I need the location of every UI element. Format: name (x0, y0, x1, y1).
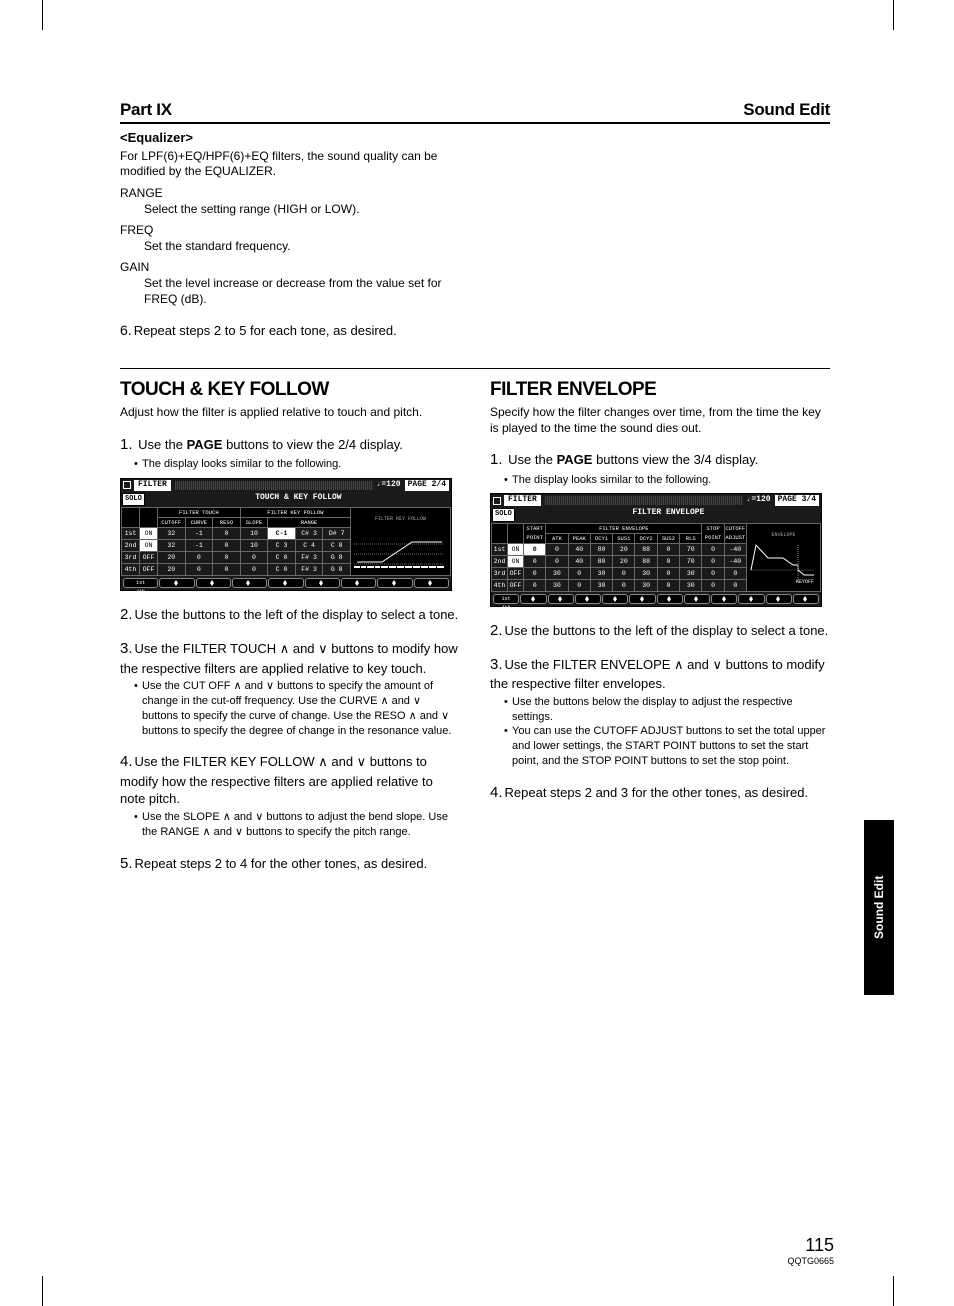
param-freq-name: FREQ (120, 223, 460, 239)
fe-step-2: 2.Use the buttons to the left of the dis… (490, 621, 830, 641)
param-freq-desc: Set the standard frequency. (144, 239, 460, 255)
lcd-touch-key: FILTER ♩=120 PAGE 2/4 SOLO TOUCH & KEY F… (120, 478, 452, 591)
step-6: 6.Repeat steps 2 to 5 for each tone, as … (120, 321, 460, 340)
equalizer-desc: For LPF(6)+EQ/HPF(6)+EQ filters, the sou… (120, 149, 460, 180)
equalizer-title: <Equalizer> (120, 130, 460, 147)
header-left: Part IX (120, 100, 172, 120)
key-follow-graph: FILTER KEY FOLLOW (351, 508, 451, 576)
doc-code: QQTG0665 (787, 1256, 834, 1266)
tk-step-3: 3.Use the FILTER TOUCH ∧ and ∨ buttons t… (120, 639, 460, 738)
solo-button: SOLO (492, 508, 515, 521)
touch-key-column: TOUCH & KEY FOLLOW Adjust how the filter… (120, 379, 460, 888)
touch-key-intro: Adjust how the filter is applied relativ… (120, 405, 460, 421)
param-gain-desc: Set the level increase or decrease from … (144, 276, 460, 307)
solo-button: SOLO (122, 493, 145, 506)
filter-env-column: FILTER ENVELOPE Specify how the filter c… (490, 379, 830, 888)
fe-step-3: 3.Use the FILTER ENVELOPE ∧ and ∨ button… (490, 655, 830, 769)
page-header: Part IX Sound Edit (120, 100, 830, 124)
filter-env-intro: Specify how the filter changes over time… (490, 405, 830, 436)
envelope-graph: ENVELOPE KEYOFF (747, 523, 821, 591)
tk-step-2: 2.Use the buttons to the left of the dis… (120, 605, 460, 625)
lcd-table-1: FILTER TOUCH FILTER KEY FOLLOW FILTER KE… (121, 507, 451, 576)
tk-step-4: 4.Use the FILTER KEY FOLLOW ∧ and ∨ butt… (120, 752, 460, 839)
section-divider (120, 368, 830, 369)
param-range-name: RANGE (120, 186, 460, 202)
param-range-desc: Select the setting range (HIGH or LOW). (144, 202, 460, 218)
page-footer: 115 QQTG0665 (787, 1235, 834, 1266)
lcd-button-row: 1st4th (491, 592, 821, 604)
param-gain-name: GAIN (120, 260, 460, 276)
fe-step-4: 4.Repeat steps 2 and 3 for the other ton… (490, 783, 830, 803)
lcd-filter-env: FILTER ♩=120 PAGE 3/4 SOLO FILTER ENVELO… (490, 493, 822, 606)
lcd-button-row: 1st4th (121, 576, 451, 588)
tk-step-5: 5.Repeat steps 2 to 4 for the other tone… (120, 854, 460, 874)
header-right: Sound Edit (743, 100, 830, 120)
svg-text:KEYOFF: KEYOFF (796, 579, 814, 584)
equalizer-section: <Equalizer> For LPF(6)+EQ/HPF(6)+EQ filt… (120, 130, 460, 340)
lcd-table-2: START POINT FILTER ENVELOPE STOP POINT C… (491, 523, 821, 592)
side-tab: Sound Edit (864, 820, 894, 995)
fe-step-1: 1. Use the PAGE buttons view the 3/4 dis… (490, 450, 830, 606)
page-number: 115 (787, 1235, 834, 1256)
tk-step-1: 1. Use the PAGE buttons to view the 2/4 … (120, 435, 460, 591)
filter-env-heading: FILTER ENVELOPE (490, 379, 830, 401)
touch-key-heading: TOUCH & KEY FOLLOW (120, 379, 460, 401)
